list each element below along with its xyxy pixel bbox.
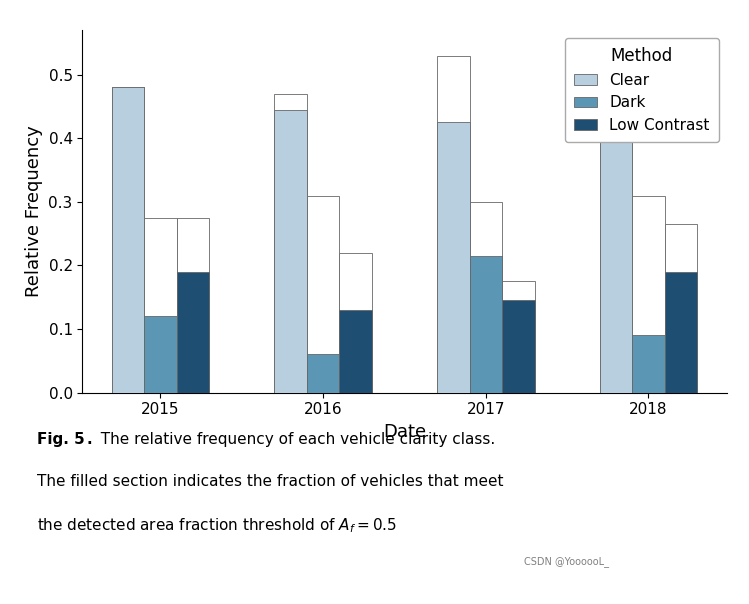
Bar bbox=[600, 126, 632, 393]
Bar bbox=[600, 126, 632, 393]
Bar bbox=[145, 316, 177, 393]
Bar bbox=[664, 272, 697, 393]
Text: Fig. 5: Fig. 5 bbox=[37, 432, 85, 447]
Bar bbox=[470, 202, 502, 393]
Bar bbox=[470, 256, 502, 393]
Bar bbox=[664, 224, 697, 393]
Text: CSDN @YoooooL_: CSDN @YoooooL_ bbox=[524, 556, 609, 567]
Bar bbox=[274, 110, 307, 393]
Bar bbox=[339, 252, 372, 393]
Text: .: . bbox=[86, 432, 92, 447]
Bar bbox=[307, 355, 339, 393]
Bar bbox=[145, 218, 177, 393]
Y-axis label: Relative Frequency: Relative Frequency bbox=[25, 126, 43, 297]
Bar bbox=[339, 310, 372, 393]
Bar bbox=[274, 94, 307, 393]
Bar bbox=[177, 218, 209, 393]
Bar bbox=[112, 88, 145, 393]
Bar bbox=[632, 335, 664, 393]
Bar bbox=[502, 281, 535, 393]
Bar bbox=[112, 88, 145, 393]
Legend: Clear, Dark, Low Contrast: Clear, Dark, Low Contrast bbox=[565, 38, 719, 142]
Text: The filled section indicates the fraction of vehicles that meet: The filled section indicates the fractio… bbox=[37, 474, 504, 489]
Bar bbox=[437, 123, 470, 393]
Text: the detected area fraction threshold of $A_f = 0.5$: the detected area fraction threshold of … bbox=[37, 516, 398, 535]
Bar bbox=[437, 56, 470, 393]
Bar bbox=[307, 196, 339, 393]
Text: The relative frequency of each vehicle clarity class.: The relative frequency of each vehicle c… bbox=[91, 432, 496, 447]
Bar bbox=[632, 196, 664, 393]
X-axis label: Date: Date bbox=[383, 423, 426, 441]
Bar bbox=[502, 300, 535, 393]
Bar bbox=[177, 272, 209, 393]
